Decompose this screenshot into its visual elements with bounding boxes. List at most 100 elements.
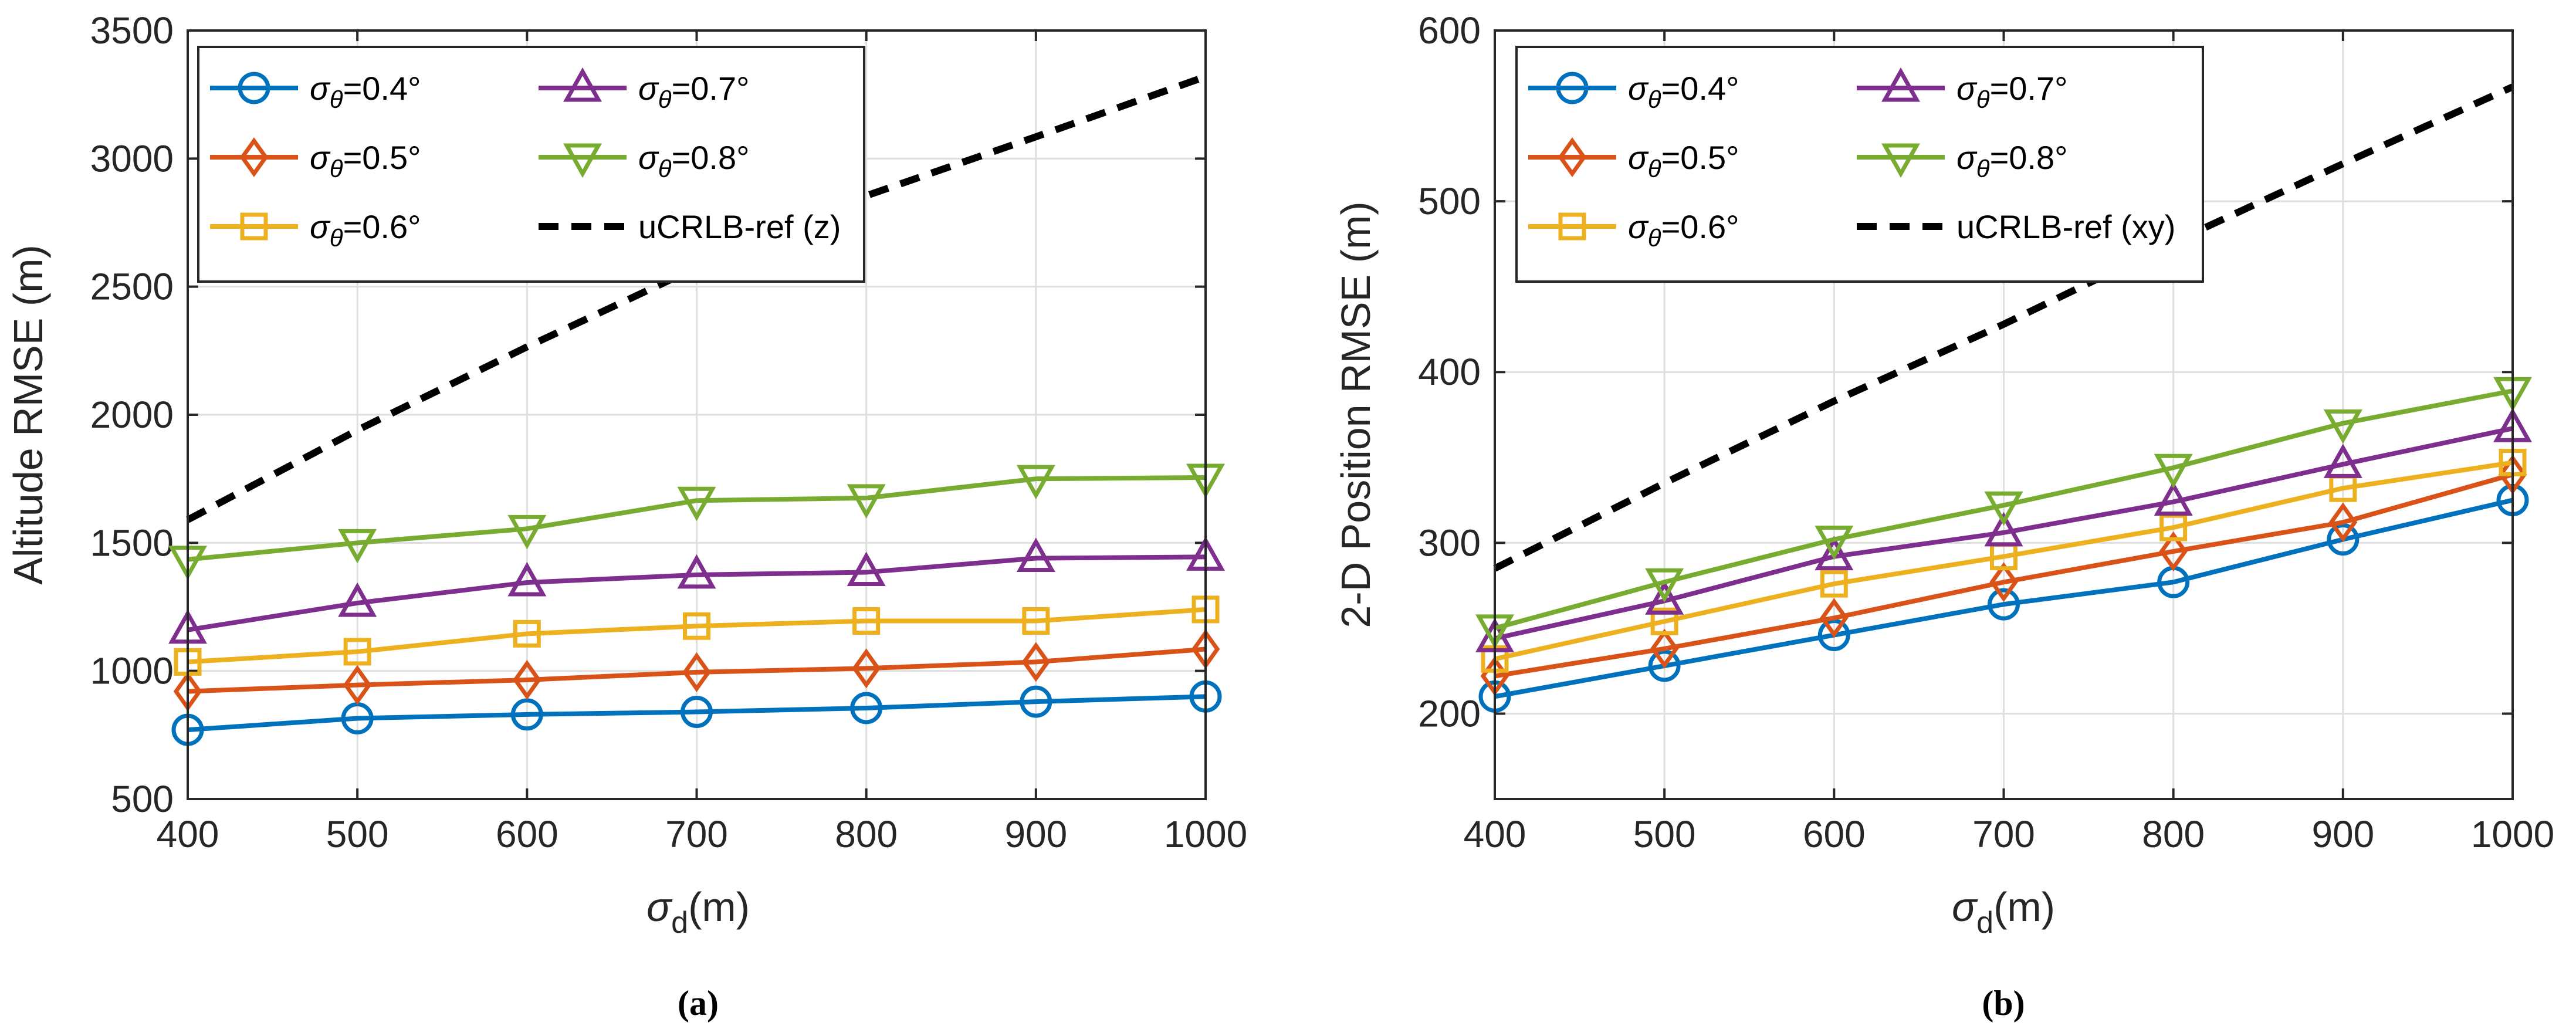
- series-line: [1494, 460, 2513, 662]
- data-point: [847, 484, 886, 519]
- series-line: [187, 694, 1206, 733]
- data-point: [1815, 526, 1854, 560]
- legend-label: σθ=0.5°: [1628, 139, 1739, 182]
- legend-label: uCRLB-ref (xy): [1956, 208, 2175, 245]
- data-point: [2328, 502, 2358, 543]
- data-point: [513, 659, 541, 700]
- data-point: [2154, 481, 2193, 516]
- data-point: [1817, 619, 1850, 652]
- data-point: [1648, 649, 1681, 682]
- data-point: [1021, 642, 1051, 682]
- x-tick-label: 400: [1464, 813, 1526, 855]
- panel-caption: (a): [678, 984, 719, 1023]
- data-point: [852, 648, 881, 689]
- legend-label: σθ=0.8°: [638, 139, 750, 182]
- data-point: [1645, 568, 1684, 603]
- legend-marker: [1881, 67, 1920, 102]
- data-point: [1984, 512, 2023, 547]
- x-axis-label: σd(m): [1952, 884, 2055, 940]
- data-point: [1815, 536, 1854, 571]
- legend-marker: [563, 67, 602, 102]
- series-line: [1494, 388, 2513, 631]
- data-point: [850, 692, 883, 724]
- panel-caption: (b): [1982, 984, 2025, 1023]
- legend-box: [197, 46, 865, 283]
- data-point: [513, 619, 541, 648]
- series-line: [1494, 472, 2514, 679]
- y-axis-label: Altitude RMSE (m): [5, 245, 51, 585]
- legend-marker: [1558, 212, 1586, 241]
- data-point: [510, 698, 543, 731]
- x-tick-label: 700: [1972, 813, 2035, 855]
- legend-label: σθ=0.6°: [1628, 208, 1739, 252]
- x-tick-label: 800: [2142, 813, 2205, 855]
- data-point: [507, 561, 547, 597]
- data-point: [343, 638, 371, 666]
- data-point: [1020, 685, 1052, 718]
- series-line: [187, 475, 1206, 562]
- x-tick-label: 500: [326, 813, 389, 855]
- x-tick-label: 900: [1004, 813, 1067, 855]
- x-tick-label: 500: [1633, 813, 1696, 855]
- x-tick-label: 1000: [1164, 813, 1247, 855]
- legend-marker: [239, 137, 269, 178]
- data-point: [677, 554, 716, 589]
- y-axis-label: 2-D Position RMSE (m): [1333, 201, 1379, 628]
- data-point: [682, 652, 711, 692]
- legend-label: σθ=0.6°: [310, 208, 421, 252]
- data-point: [1820, 570, 1848, 598]
- data-point: [1016, 465, 1055, 500]
- y-tick-label: 400: [1418, 351, 1481, 393]
- legend: σθ=0.4° σθ=0.7° σθ=0.5° σθ=0.8° σθ=0.6° uCRLB…: [197, 46, 865, 283]
- data-point: [2323, 409, 2362, 444]
- series-line: [1493, 83, 2514, 572]
- data-point: [507, 514, 547, 550]
- y-tick-label: 3000: [90, 137, 174, 180]
- x-tick-label: 600: [1803, 813, 1866, 855]
- legend-label: σθ=0.7°: [1956, 70, 2068, 113]
- x-tick-label: 900: [2311, 813, 2374, 855]
- x-tick-label: 600: [496, 813, 558, 855]
- y-tick-label: 3500: [90, 9, 174, 52]
- data-point: [681, 696, 713, 729]
- data-point: [1984, 491, 2023, 526]
- y-tick-label: 2000: [90, 394, 174, 436]
- axes-frame: [187, 29, 1207, 800]
- axes-frame: [1494, 29, 2514, 800]
- data-point: [1645, 580, 1684, 615]
- legend-label: uCRLB-ref (z): [638, 208, 841, 245]
- legend-marker: [563, 143, 602, 178]
- data-point: [343, 665, 372, 705]
- data-point: [1022, 607, 1050, 635]
- data-point: [338, 582, 377, 617]
- legend-label: σθ=0.4°: [1628, 70, 1739, 113]
- legend-marker: [1558, 137, 1587, 178]
- legend: σθ=0.4° σθ=0.7° σθ=0.5° σθ=0.8° σθ=0.6° uCRLB…: [1515, 46, 2204, 283]
- chart-panel-b: 400 500 600 700 800 900 1000 200 300 400 500 600 σθ=…: [1333, 9, 2554, 1023]
- data-point: [1820, 598, 1849, 638]
- x-tick-label: 800: [835, 813, 898, 855]
- y-tick-label: 500: [1418, 180, 1481, 222]
- data-point: [1650, 628, 1679, 669]
- x-tick-label: 700: [665, 813, 728, 855]
- series-line: [187, 554, 1206, 632]
- legend-label: σθ=0.5°: [310, 139, 421, 182]
- data-point: [1989, 562, 2018, 602]
- legend-marker: [1556, 72, 1589, 104]
- data-point: [338, 529, 377, 564]
- data-point: [1988, 588, 2020, 621]
- legend-label: σθ=0.4°: [310, 70, 421, 113]
- series-line: [187, 646, 1206, 694]
- series-line: [187, 607, 1206, 665]
- x-tick-label: 400: [157, 813, 219, 855]
- y-tick-label: 500: [111, 778, 174, 820]
- legend-marker: [240, 212, 268, 241]
- x-axis-label: σd(m): [646, 884, 750, 940]
- y-tick-label: 300: [1418, 522, 1481, 564]
- legend-marker: [238, 72, 270, 104]
- data-point: [2327, 523, 2360, 556]
- data-point: [677, 486, 716, 522]
- legend-box: [1515, 46, 2204, 283]
- data-point: [1650, 607, 1678, 635]
